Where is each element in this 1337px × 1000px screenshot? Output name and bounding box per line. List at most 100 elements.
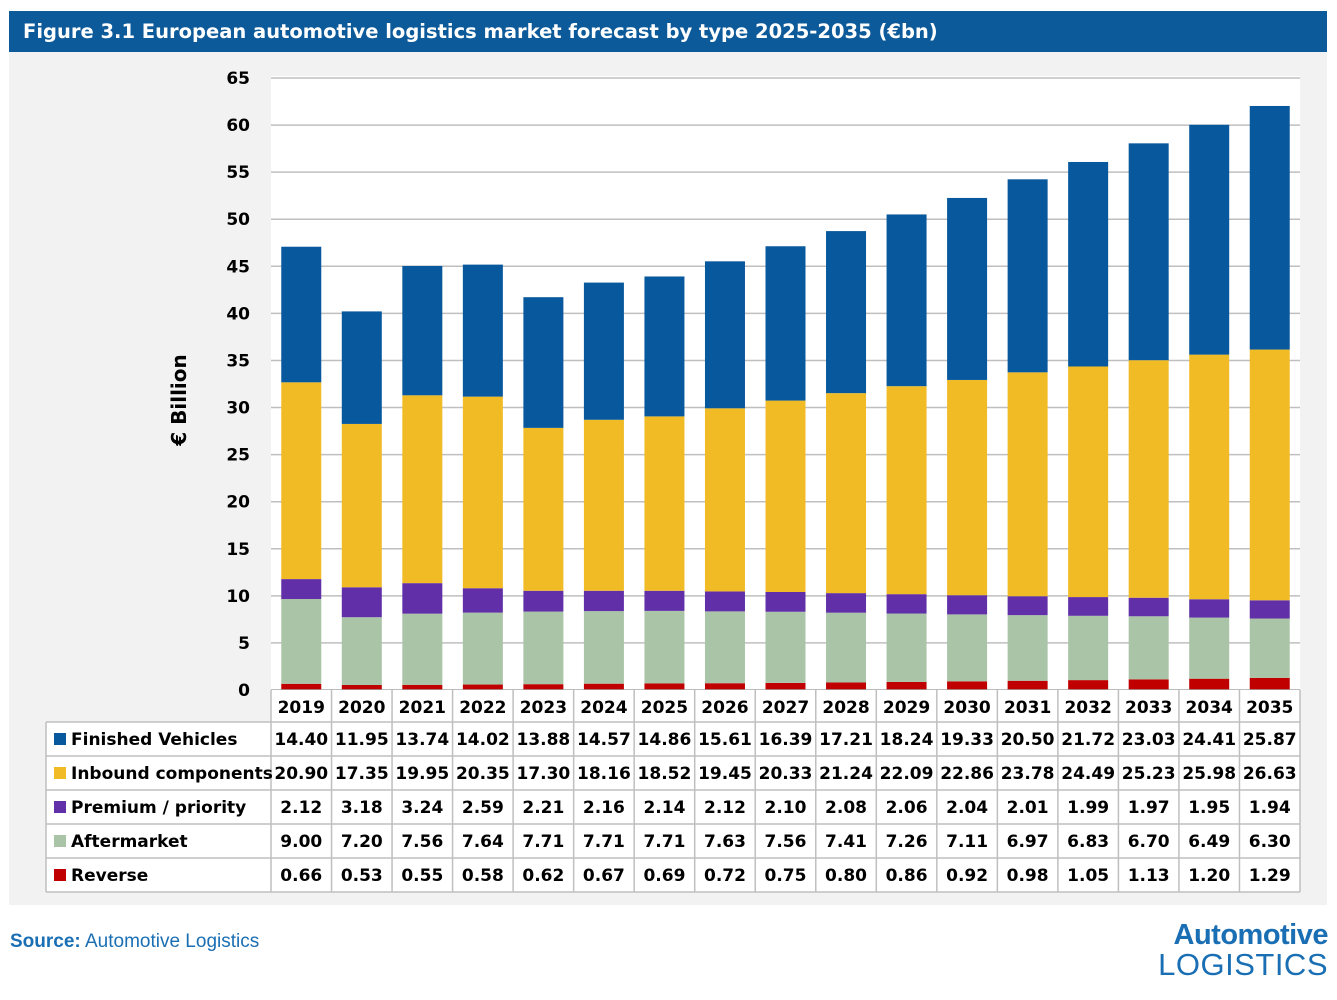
x-tick-label: 2022 (459, 698, 506, 718)
bar-premium-priority-2023 (523, 590, 564, 612)
bar-inbound-components-2032 (1068, 366, 1109, 598)
bar-aftermarket-2023 (523, 611, 564, 685)
bar-finished-vehicles-2035 (1249, 105, 1290, 350)
data-label: 6.49 (1188, 832, 1230, 852)
bar-inbound-components-2030 (947, 379, 988, 596)
data-label: 1.97 (1128, 798, 1170, 818)
data-label: 1.13 (1128, 866, 1170, 886)
bar-aftermarket-2020 (341, 617, 382, 686)
bar-reverse-2026 (704, 683, 745, 690)
data-label: 14.57 (577, 730, 631, 750)
bar-premium-priority-2028 (826, 593, 867, 613)
bar-reverse-2019 (281, 683, 322, 690)
bar-finished-vehicles-2030 (947, 197, 988, 380)
bar-reverse-2030 (947, 681, 988, 690)
bar-finished-vehicles-2019 (281, 246, 322, 383)
legend-key (54, 869, 66, 881)
y-tick-label: 15 (226, 540, 250, 560)
bar-finished-vehicles-2027 (765, 246, 806, 401)
bar-inbound-components-2024 (583, 419, 624, 591)
data-label: 15.61 (698, 730, 752, 750)
data-label: 1.29 (1249, 866, 1291, 886)
x-tick-label: 2026 (701, 698, 748, 718)
data-label: 2.16 (583, 798, 625, 818)
data-label: 0.62 (522, 866, 564, 886)
data-label: 7.71 (522, 832, 564, 852)
x-tick-label: 2024 (580, 698, 627, 718)
data-label: 9.00 (280, 832, 322, 852)
bar-premium-priority-2029 (886, 594, 927, 614)
data-label: 17.35 (335, 764, 389, 784)
x-tick-label: 2028 (822, 698, 869, 718)
bar-premium-priority-2019 (281, 579, 322, 600)
data-label: 7.56 (765, 832, 807, 852)
bar-premium-priority-2031 (1007, 596, 1048, 616)
logo-line-2: LOGISTICS (1158, 946, 1328, 982)
bar-premium-priority-2033 (1128, 597, 1169, 617)
data-label: 16.39 (759, 730, 813, 750)
legend-key (54, 733, 66, 745)
legend-entry: Reverse (71, 866, 148, 886)
bar-reverse-2032 (1068, 680, 1109, 690)
data-label: 7.71 (643, 832, 685, 852)
y-tick-label: 30 (226, 399, 250, 419)
bar-finished-vehicles-2028 (826, 231, 867, 394)
data-label: 0.80 (825, 866, 867, 886)
bar-reverse-2034 (1189, 678, 1230, 690)
legend-entry: Premium / priority (71, 798, 246, 818)
data-label: 14.02 (456, 730, 510, 750)
data-label: 7.63 (704, 832, 746, 852)
data-label: 20.50 (1001, 730, 1055, 750)
bar-premium-priority-2024 (583, 590, 624, 612)
legend-entry: Finished Vehicles (71, 730, 237, 750)
legend-key (54, 835, 66, 847)
data-label: 23.03 (1122, 730, 1176, 750)
data-label: 18.52 (638, 764, 692, 784)
x-tick-label: 2033 (1125, 698, 1172, 718)
x-tick-label: 2027 (762, 698, 809, 718)
bar-finished-vehicles-2033 (1128, 143, 1169, 361)
bar-inbound-components-2026 (704, 408, 745, 592)
bar-aftermarket-2026 (704, 611, 745, 684)
data-label: 25.98 (1182, 764, 1236, 784)
data-label: 1.99 (1067, 798, 1109, 818)
automotive-logistics-logo: Automotive LOGISTICS (1158, 921, 1328, 982)
bar-aftermarket-2030 (947, 614, 988, 682)
y-tick-label: 60 (226, 116, 250, 136)
bar-aftermarket-2025 (644, 610, 685, 684)
data-label: 2.08 (825, 798, 867, 818)
bar-aftermarket-2035 (1249, 618, 1290, 678)
data-label: 19.95 (395, 764, 449, 784)
bar-premium-priority-2034 (1189, 599, 1230, 618)
bar-aftermarket-2031 (1007, 615, 1048, 681)
y-tick-label: 35 (226, 351, 250, 371)
data-label: 2.06 (886, 798, 928, 818)
y-tick-label: 0 (238, 681, 250, 701)
y-tick-label: 45 (226, 257, 250, 277)
bar-inbound-components-2023 (523, 427, 564, 591)
y-tick-label: 5 (238, 634, 250, 654)
bar-finished-vehicles-2024 (583, 282, 624, 420)
data-label: 2.10 (765, 798, 807, 818)
y-tick-label: 20 (226, 493, 250, 513)
data-label: 6.83 (1067, 832, 1109, 852)
bar-aftermarket-2032 (1068, 615, 1109, 681)
data-label: 7.20 (341, 832, 383, 852)
bar-aftermarket-2033 (1128, 616, 1169, 680)
bar-inbound-components-2022 (462, 396, 503, 589)
source-label: Source: (10, 931, 81, 952)
bar-reverse-2035 (1249, 677, 1290, 690)
data-label: 0.58 (462, 866, 504, 886)
bar-inbound-components-2029 (886, 386, 927, 595)
bar-aftermarket-2029 (886, 613, 927, 682)
bar-inbound-components-2031 (1007, 372, 1048, 597)
bar-premium-priority-2032 (1068, 597, 1109, 616)
bar-reverse-2022 (462, 684, 503, 690)
x-tick-label: 2035 (1246, 698, 1293, 718)
data-table-header-bg (271, 690, 1300, 722)
x-tick-label: 2020 (338, 698, 385, 718)
bar-aftermarket-2022 (462, 612, 503, 685)
data-label: 25.23 (1122, 764, 1176, 784)
bar-premium-priority-2022 (462, 588, 503, 613)
data-label: 17.30 (516, 764, 570, 784)
